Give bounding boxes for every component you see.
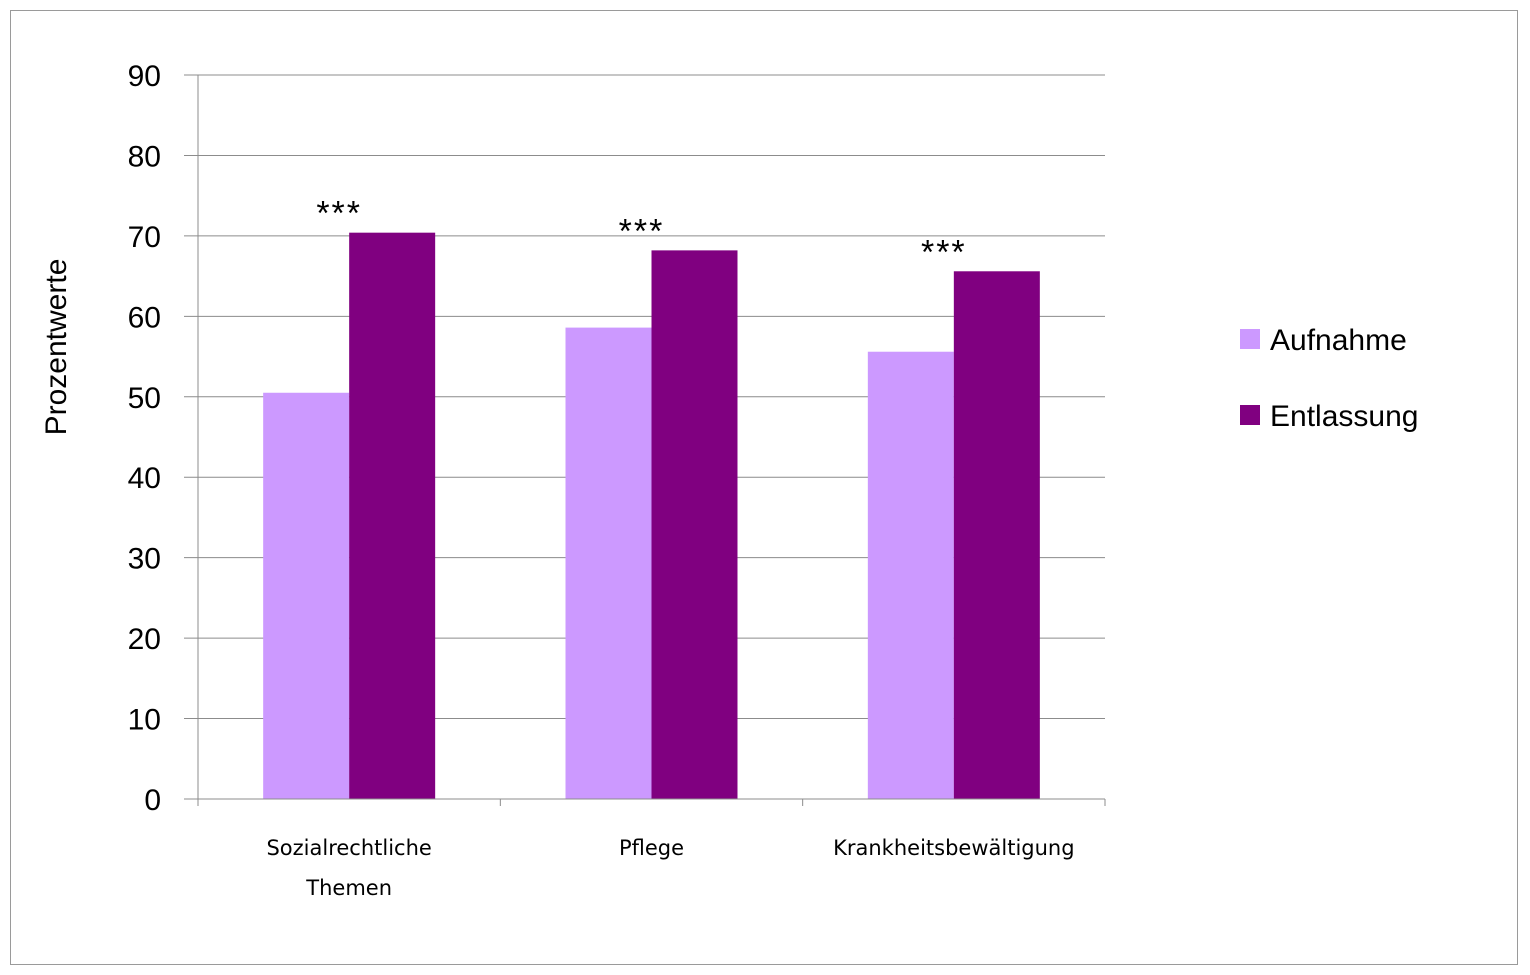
y-tick-label: 80 (128, 140, 161, 173)
bar-entlassung-1 (651, 250, 738, 799)
bar-aufnahme-2 (867, 351, 954, 799)
legend-label-aufnahme: Aufnahme (1270, 324, 1407, 357)
legend-swatch-aufnahme (1240, 329, 1260, 349)
y-tick-label: 30 (128, 543, 161, 576)
x-category-label: Sozialrechtliche (266, 836, 431, 860)
chart-frame (10, 10, 1518, 965)
x-category-labels: Sozialrechtliche Themen Pflege Krankheitsbe… (266, 836, 1074, 900)
significance-label: *** (316, 195, 362, 233)
bars (263, 232, 1040, 800)
x-category-label: Krankheitsbewältigung (833, 836, 1074, 860)
legend-label-entlassung: Entlassung (1270, 400, 1418, 433)
bar-aufnahme-1 (565, 327, 652, 799)
bar-aufnahme-0 (263, 392, 350, 799)
y-tick-label: 50 (128, 382, 161, 415)
y-tick-label: 20 (128, 623, 161, 656)
bar-entlassung-2 (953, 271, 1040, 800)
y-tick-label: 10 (128, 704, 161, 737)
x-category-label: Themen (305, 876, 392, 900)
x-category-label: Pflege (619, 836, 684, 860)
axes (197, 75, 1106, 806)
y-tick-label: 40 (128, 462, 161, 495)
y-tick-label: 60 (128, 301, 161, 334)
y-tick-label: 0 (144, 784, 161, 817)
y-tick-labels: 0 10 20 30 40 50 60 70 80 90 (128, 60, 161, 817)
legend: Aufnahme Entlassung (1240, 324, 1418, 433)
bar-entlassung-0 (349, 232, 436, 799)
significance-label: *** (619, 212, 665, 250)
significance-label: *** (921, 233, 967, 271)
y-tick-label: 90 (128, 60, 161, 93)
y-axis-title: Prozentwerte (40, 259, 73, 436)
legend-swatch-entlassung (1240, 405, 1260, 425)
significance-annotations: *** *** *** (316, 195, 967, 272)
y-tick-label: 70 (128, 221, 161, 254)
